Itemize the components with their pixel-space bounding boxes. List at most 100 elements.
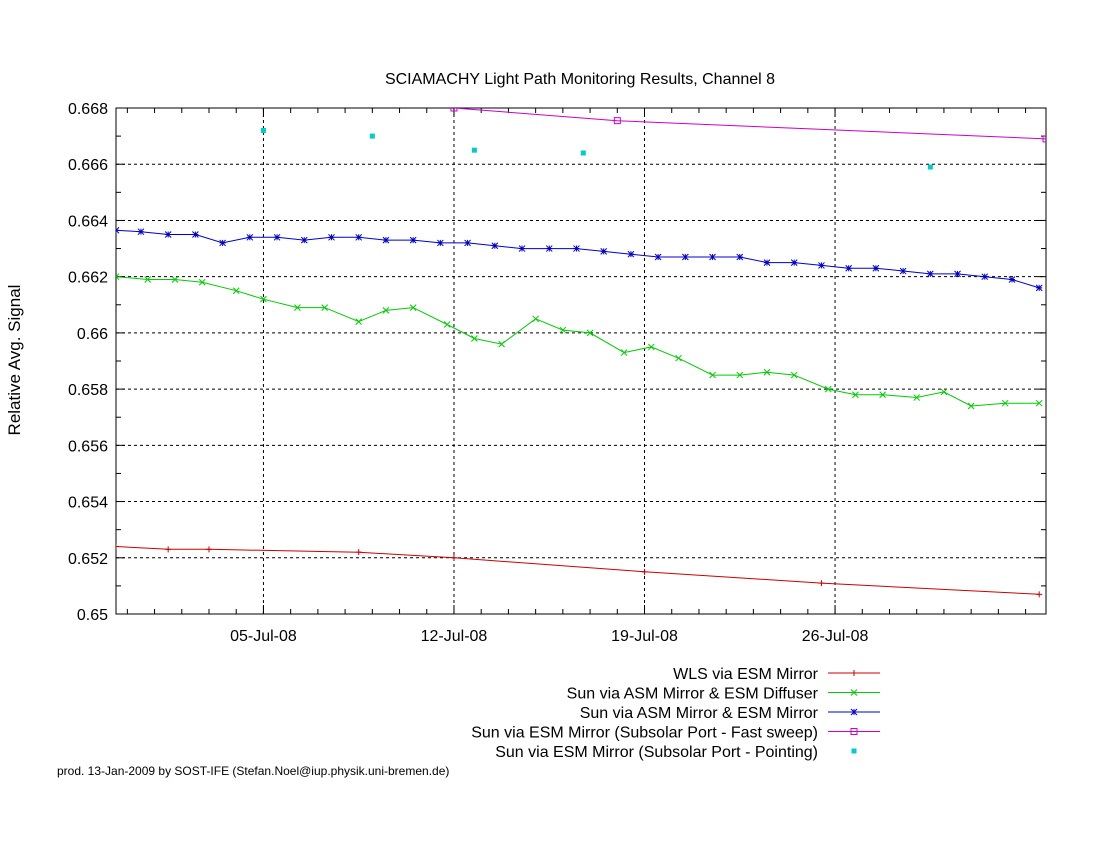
series-1 bbox=[116, 543, 1043, 598]
data-point bbox=[852, 391, 859, 399]
data-point bbox=[198, 278, 206, 286]
series-5 bbox=[260, 127, 933, 170]
data-point bbox=[1035, 284, 1043, 292]
data-point bbox=[260, 295, 267, 303]
y-tick-label: 0.662 bbox=[68, 270, 108, 287]
data-point bbox=[116, 226, 120, 234]
data-point bbox=[926, 270, 934, 278]
data-point bbox=[559, 326, 567, 334]
data-point bbox=[300, 236, 308, 244]
legend-marker bbox=[850, 728, 858, 735]
data-point bbox=[872, 264, 880, 272]
series-line bbox=[453, 108, 1046, 140]
series-line bbox=[116, 546, 1040, 595]
data-point bbox=[471, 335, 478, 342]
data-point bbox=[681, 253, 689, 261]
data-point bbox=[940, 388, 948, 396]
plot-frame bbox=[115, 107, 1047, 615]
y-tick-label: 0.652 bbox=[68, 551, 108, 568]
data-point bbox=[498, 340, 505, 348]
data-point bbox=[164, 231, 172, 238]
y-tick-label: 0.658 bbox=[68, 382, 108, 399]
y-tick-label: 0.65 bbox=[77, 607, 108, 624]
data-point bbox=[580, 150, 586, 156]
data-point bbox=[532, 315, 539, 323]
legend-label: Sun via ESM Mirror (Subsolar Port - Poin… bbox=[495, 744, 818, 761]
series-2 bbox=[116, 273, 1043, 410]
data-point bbox=[409, 304, 417, 311]
data-point bbox=[654, 253, 662, 261]
data-point bbox=[641, 568, 648, 575]
legend-label: Sun via ESM Mirror (Subsolar Port - Fast… bbox=[471, 725, 818, 742]
x-tick-label: 05-Jul-08 bbox=[230, 628, 297, 645]
data-point bbox=[763, 368, 771, 376]
data-point bbox=[586, 329, 594, 337]
data-point bbox=[206, 546, 212, 553]
y-tick-label: 0.656 bbox=[68, 438, 108, 455]
data-point bbox=[1001, 399, 1009, 407]
data-point bbox=[464, 239, 471, 247]
data-point bbox=[355, 233, 363, 241]
credit-text: prod. 13-Jan-2009 by SOST-IFE (Stefan.No… bbox=[57, 764, 449, 778]
legend-marker bbox=[851, 670, 857, 676]
data-point bbox=[1035, 399, 1043, 407]
data-point bbox=[818, 580, 825, 587]
x-tick-label: 26-Jul-08 bbox=[802, 628, 869, 645]
data-point bbox=[260, 127, 266, 133]
y-tick-label: 0.66 bbox=[77, 326, 108, 343]
data-point bbox=[1042, 135, 1046, 143]
legend-marker bbox=[850, 689, 858, 696]
grid-lines bbox=[116, 108, 1046, 614]
data-point bbox=[709, 371, 716, 379]
data-point bbox=[1008, 276, 1016, 283]
data-point bbox=[144, 276, 152, 283]
legend-marker bbox=[851, 748, 857, 754]
axes: 0.65 0.652 0.654 0.656 0.658 0.66 0.662 0.664 0.… bbox=[68, 101, 1047, 645]
data-point bbox=[818, 262, 825, 269]
y-tick-label: 0.654 bbox=[68, 495, 108, 512]
data-point bbox=[545, 245, 553, 252]
data-point bbox=[927, 164, 933, 170]
data-point bbox=[647, 343, 655, 351]
data-point bbox=[763, 259, 771, 266]
data-point bbox=[171, 276, 179, 283]
data-point bbox=[613, 117, 621, 125]
data-point bbox=[675, 354, 682, 362]
x-tick-label: 12-Jul-08 bbox=[421, 628, 488, 645]
data-point bbox=[600, 248, 608, 255]
data-point bbox=[790, 371, 798, 379]
data-point bbox=[845, 264, 853, 272]
data-point bbox=[450, 108, 458, 112]
data-point bbox=[382, 236, 390, 244]
data-point bbox=[736, 371, 744, 379]
data-point bbox=[137, 228, 145, 236]
data-point bbox=[790, 259, 798, 266]
data-point bbox=[273, 233, 281, 241]
data-point bbox=[409, 236, 417, 244]
y-tick-label: 0.668 bbox=[68, 101, 108, 118]
legend-label: WLS via ESM Mirror bbox=[673, 666, 819, 683]
data-point bbox=[471, 147, 477, 153]
data-point bbox=[573, 245, 580, 252]
y-axis-label: Relative Avg. Signal bbox=[5, 285, 24, 436]
data-point bbox=[709, 253, 716, 261]
series-line bbox=[116, 276, 1040, 407]
data-point bbox=[219, 239, 226, 247]
series-line bbox=[116, 229, 1040, 289]
data-point bbox=[518, 245, 526, 252]
series-4 bbox=[450, 108, 1046, 143]
data-point bbox=[954, 270, 961, 278]
chart-title: SCIAMACHY Light Path Monitoring Results,… bbox=[385, 71, 775, 88]
series-layer bbox=[116, 108, 1046, 598]
data-point bbox=[627, 250, 635, 258]
data-point bbox=[981, 273, 989, 281]
data-point bbox=[899, 267, 907, 275]
series-3 bbox=[116, 226, 1043, 292]
legend-label: Sun via ASM Mirror & ESM Diffuser bbox=[567, 686, 819, 703]
data-point bbox=[369, 133, 375, 139]
data-point bbox=[824, 385, 832, 393]
legend-label: Sun via ASM Mirror & ESM Mirror bbox=[580, 705, 819, 722]
data-point bbox=[443, 321, 451, 328]
data-point bbox=[246, 233, 254, 241]
